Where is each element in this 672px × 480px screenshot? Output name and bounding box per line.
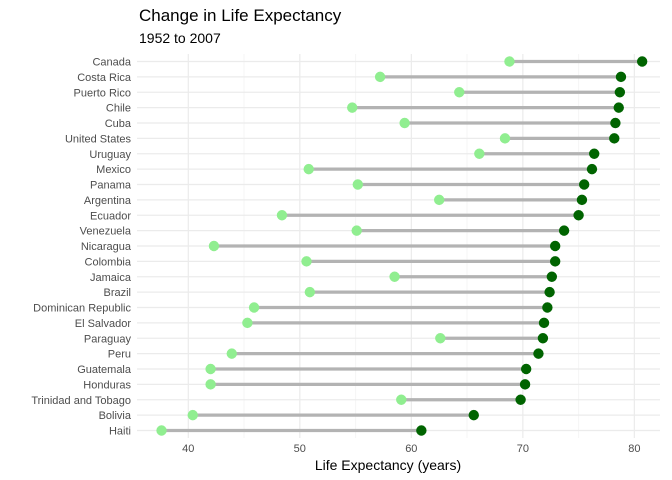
- point-1952: [242, 317, 253, 329]
- y-tick-label: United States: [65, 133, 132, 145]
- point-1952: [187, 409, 198, 421]
- chart-title: Change in Life Expectancy: [139, 6, 342, 25]
- point-1952: [434, 194, 445, 206]
- point-2007: [544, 286, 555, 298]
- y-tick-label: Uruguay: [89, 149, 131, 161]
- y-tick-label: Brazil: [103, 287, 131, 299]
- point-2007: [515, 394, 526, 405]
- point-1952: [374, 71, 386, 83]
- point-2007: [576, 194, 588, 206]
- point-1952: [205, 379, 216, 390]
- y-tick-label: Paraguay: [84, 333, 132, 345]
- point-1952: [208, 240, 220, 252]
- x-tick-label: 50: [294, 443, 306, 455]
- y-tick-label: Costa Rica: [77, 72, 132, 84]
- y-tick-label: Ecuador: [90, 210, 131, 222]
- x-tick-label: 70: [517, 443, 529, 455]
- point-1952: [248, 302, 260, 313]
- point-1952: [205, 363, 216, 375]
- point-2007: [558, 225, 570, 236]
- y-tick-label: Jamaica: [90, 272, 132, 284]
- point-2007: [416, 425, 427, 436]
- x-tick-label: 60: [405, 443, 417, 455]
- y-tick-label: Dominican Republic: [33, 303, 131, 315]
- point-1952: [301, 256, 312, 267]
- point-2007: [549, 240, 561, 252]
- point-1952: [399, 117, 410, 129]
- point-1952: [156, 425, 167, 436]
- y-tick-label: Panama: [90, 180, 132, 192]
- y-tick-label: Trinidad and Tobago: [31, 395, 131, 407]
- point-1952: [347, 102, 358, 113]
- point-2007: [610, 117, 621, 129]
- point-2007: [614, 87, 626, 98]
- y-tick-label: Cuba: [105, 118, 132, 130]
- point-1952: [276, 210, 288, 221]
- y-tick-label: Haiti: [109, 426, 131, 438]
- y-tick-label: Nicaragua: [81, 241, 132, 253]
- y-tick-label: Canada: [92, 57, 131, 69]
- point-1952: [303, 163, 314, 175]
- point-2007: [520, 363, 532, 375]
- point-1952: [351, 225, 362, 236]
- point-2007: [546, 271, 558, 282]
- point-2007: [613, 102, 624, 113]
- point-2007: [586, 163, 598, 175]
- point-1952: [504, 56, 515, 67]
- x-axis-tick-labels: 40 50 60 70 80: [182, 443, 640, 455]
- point-2007: [573, 210, 584, 221]
- y-tick-label: Honduras: [83, 379, 131, 391]
- x-tick-label: 40: [182, 443, 194, 455]
- y-tick-label: Guatemala: [77, 364, 132, 376]
- y-tick-label: Mexico: [96, 164, 131, 176]
- segments: [161, 59, 643, 433]
- point-1952: [389, 271, 400, 282]
- point-2007: [538, 317, 550, 329]
- point-1952: [435, 333, 446, 344]
- point-2007: [537, 333, 549, 344]
- point-2007: [589, 148, 600, 159]
- point-2007: [542, 302, 553, 313]
- x-tick-label: 80: [628, 443, 640, 455]
- point-2007: [468, 409, 479, 421]
- point-2007: [609, 133, 620, 144]
- x-axis-title: Life Expectancy (years): [315, 457, 461, 473]
- y-tick-label: Colombia: [85, 256, 132, 268]
- point-1952: [304, 286, 316, 298]
- points-2007: [416, 56, 648, 436]
- y-axis-tick-labels: Canada Costa Rica Puerto Rico Chile Cuba Unit…: [31, 57, 132, 438]
- point-1952: [396, 394, 407, 405]
- point-1952: [454, 87, 465, 98]
- y-tick-label: Puerto Rico: [74, 87, 131, 99]
- chart-subtitle: 1952 to 2007: [139, 30, 221, 46]
- point-1952: [474, 148, 485, 159]
- y-tick-label: Venezuela: [80, 226, 132, 238]
- y-tick-label: El Salvador: [75, 318, 132, 330]
- point-2007: [578, 179, 590, 190]
- point-2007: [615, 71, 627, 83]
- point-2007: [519, 379, 531, 390]
- points-1952: [156, 56, 515, 436]
- point-1952: [352, 179, 363, 190]
- point-2007: [636, 56, 648, 67]
- point-1952: [499, 133, 511, 144]
- y-tick-label: Argentina: [84, 195, 132, 207]
- point-1952: [226, 348, 237, 359]
- y-tick-label: Bolivia: [99, 410, 132, 422]
- y-tick-label: Peru: [108, 349, 131, 361]
- point-2007: [549, 256, 561, 267]
- point-2007: [533, 348, 544, 359]
- y-tick-label: Chile: [106, 103, 131, 115]
